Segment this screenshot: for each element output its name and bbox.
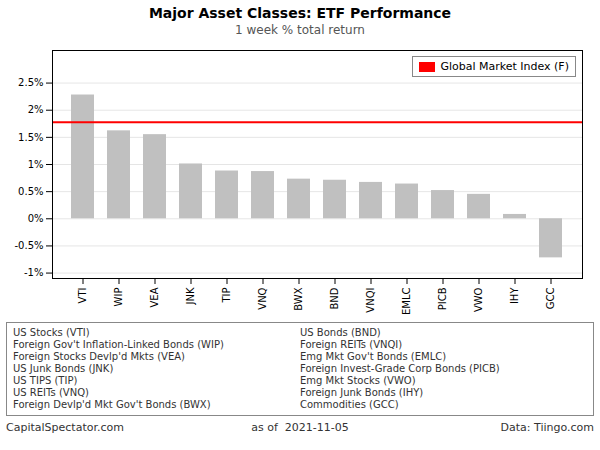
svg-text:VNQ: VNQ [257,287,268,309]
svg-text:VWO: VWO [473,287,484,312]
html-text:CapitalSpectator.com: CapitalSpectator.com [6,421,124,434]
svg-text:1%: 1% [28,159,44,170]
html-text:US TIPS (TIP): US TIPS (TIP) [13,375,78,386]
svg-text:-0.5%: -0.5% [14,240,43,251]
svg-text:JNK: JNK [185,287,196,305]
svg-text:0.5%: 0.5% [18,186,43,197]
html-text:Commodities (GCC): Commodities (GCC) [300,399,399,410]
html-text:Foreign REITs (VNQI): Foreign REITs (VNQI) [300,339,403,350]
svg-text:GCC: GCC [545,287,556,309]
svg-text:PICB: PICB [437,287,448,310]
svg-text:VTI: VTI [77,288,88,304]
svg-text:BWX: BWX [293,287,304,310]
svg-text:2%: 2% [28,104,44,115]
svg-text:VNQI: VNQI [365,288,376,313]
svg-text:TIP: TIP [221,288,232,304]
html-text:Emg Mkt Gov't Bonds (EMLC): Emg Mkt Gov't Bonds (EMLC) [300,351,447,362]
svg-text:1.5%: 1.5% [18,132,43,143]
svg-text:BND: BND [329,287,340,309]
html-text:US REITs (VNQ): US REITs (VNQ) [13,387,89,398]
svg-text:IHY: IHY [509,287,520,304]
html-text:Emg Mkt Stocks (VWO): Emg Mkt Stocks (VWO) [300,375,416,386]
html-text:Global Market Index (F): Global Market Index (F) [440,60,569,73]
html-text:Major Asset Classes: ETF Perfo: Major Asset Classes: ETF Performance [148,5,452,21]
html-text:US Stocks (VTI): US Stocks (VTI) [13,327,90,338]
html-text:US Bonds (BND): US Bonds (BND) [300,327,381,338]
svg-text:VEA: VEA [149,287,160,307]
html-text:Foreign Invest-Grade Corp Bond: Foreign Invest-Grade Corp Bonds (PICB) [300,363,500,374]
html-text:Data: Tiingo.com: Data: Tiingo.com [500,421,594,434]
html-text:Foreign Junk Bonds (IHY): Foreign Junk Bonds (IHY) [300,387,424,398]
svg-text:2.5%: 2.5% [18,77,43,88]
svg-text:0%: 0% [28,213,44,224]
html-text:Foreign Stocks Devlp'd Mkts (V: Foreign Stocks Devlp'd Mkts (VEA) [13,351,185,362]
svg-text:EMLC: EMLC [401,287,412,315]
html-text:US Junk Bonds (JNK): US Junk Bonds (JNK) [13,363,114,374]
html-text:as of 2021-11-05: as of 2021-11-05 [251,421,349,434]
html-text:1 week % total return: 1 week % total return [235,23,365,37]
svg-text:-1%: -1% [24,267,43,278]
html-text:Foreign Gov't Inflation-Linked: Foreign Gov't Inflation-Linked Bonds (WI… [13,339,224,350]
svg-text:WIP: WIP [113,288,124,307]
html-text:Foreign Devlp'd Mkt Gov't Bond: Foreign Devlp'd Mkt Gov't Bonds (BWX) [13,399,211,410]
